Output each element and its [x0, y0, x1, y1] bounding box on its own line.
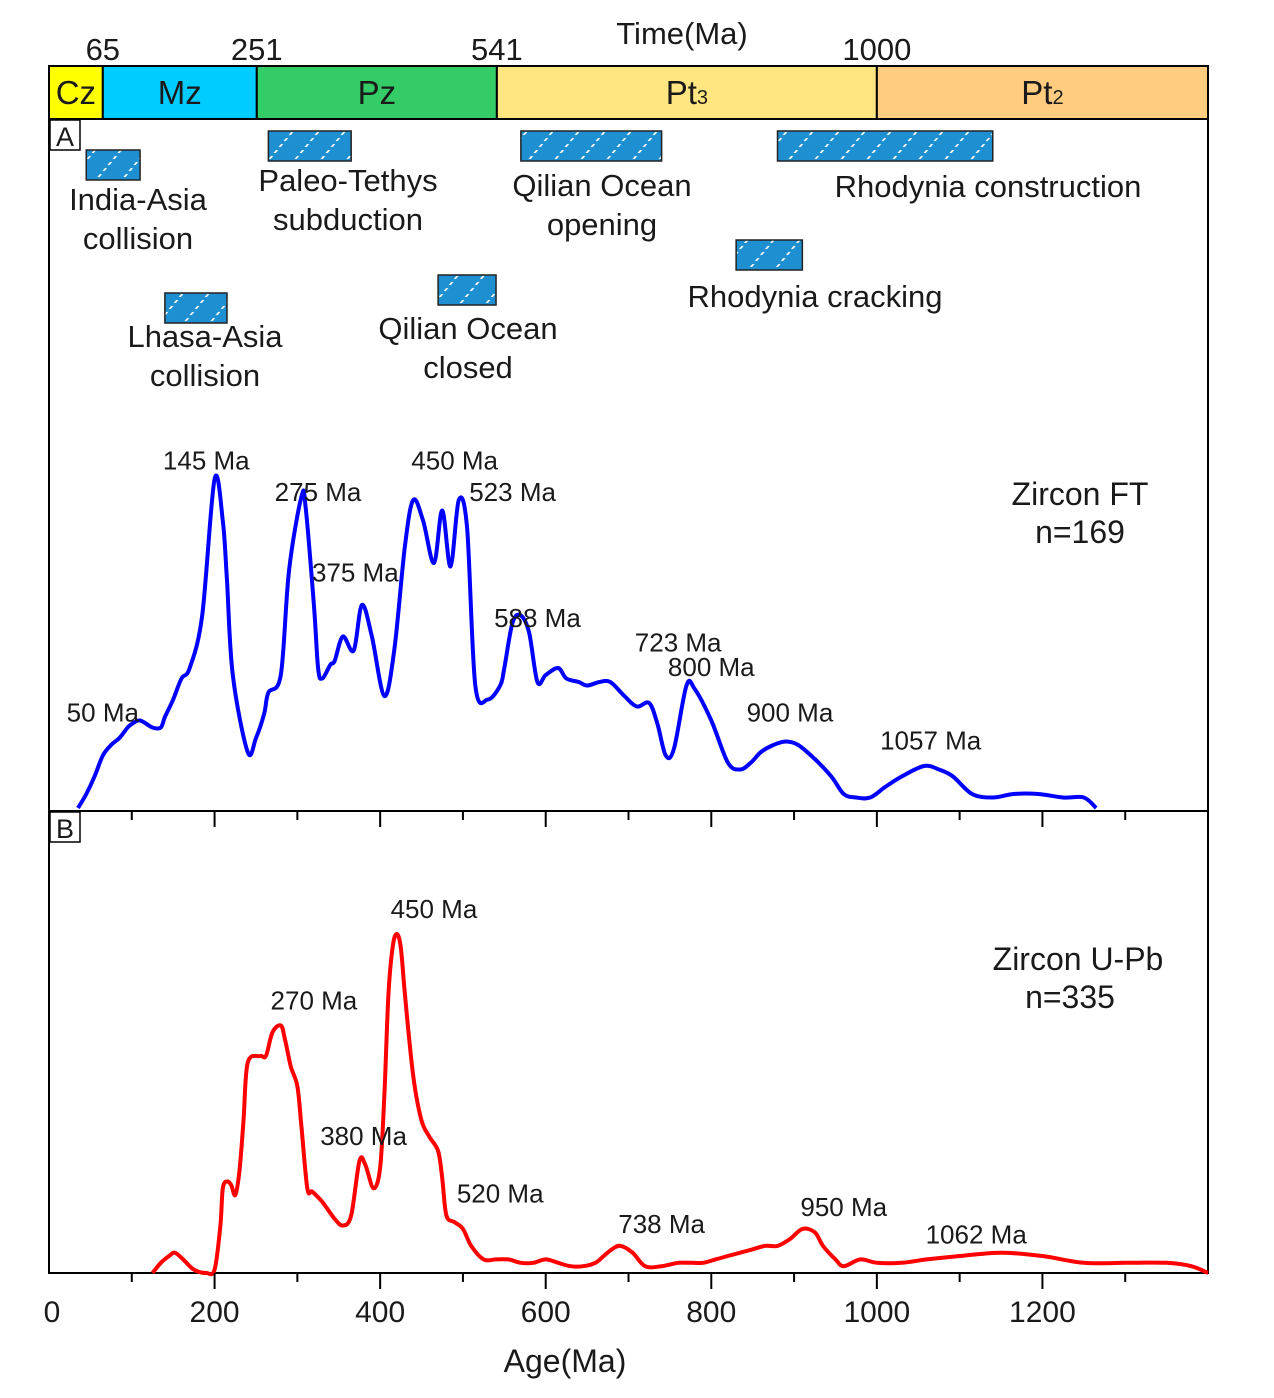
- era-label-pz: Pz: [358, 74, 397, 111]
- event-bar-rhodynia-cracking: [735, 239, 804, 271]
- era-box-cz: [48, 65, 104, 120]
- event-label-qilian-ocean-closed-line-1: Qilian Ocean: [378, 311, 557, 346]
- era-boundary-label-251: 251: [231, 32, 283, 67]
- peak-label-a-450-ma: 450 Ma: [411, 446, 498, 476]
- event-bar-india-asia-collision: [85, 149, 141, 181]
- peak-label-a-523-ma: 523 Ma: [469, 477, 556, 507]
- tectonic-events: India-Asia collision Paleo-Tethys subductio…: [69, 130, 1142, 393]
- era-box-mz: [101, 65, 258, 120]
- peak-label-b-950-ma: 950 Ma: [800, 1192, 887, 1222]
- peak-label-a-800-ma: 800 Ma: [668, 652, 755, 682]
- x-axis-title: Age(Ma): [504, 1343, 627, 1379]
- event-label-paleo-tethys-subduction-line-2: subduction: [273, 202, 423, 237]
- peak-label-a-375-ma: 375 Ma: [312, 558, 399, 588]
- peak-label-b-1062-ma: 1062 Ma: [926, 1219, 1028, 1249]
- peak-label-a-145-ma: 145 Ma: [163, 446, 250, 476]
- panel-b-title: Zircon U-Pb: [993, 941, 1164, 977]
- event-label-qilian-ocean-closed-line-2: closed: [423, 350, 513, 385]
- event-label-qilian-ocean-opening-line-2: opening: [547, 207, 657, 242]
- era-label-mz: Mz: [158, 74, 202, 111]
- event-label-rhodynia-construction-line-1: Rhodynia construction: [835, 169, 1142, 204]
- panel-a-label: A: [56, 122, 74, 152]
- event-bar-rhodynia-construction: [776, 130, 994, 162]
- panel-a-title: Zircon FT: [1012, 476, 1149, 512]
- event-label-paleo-tethys-subduction-line-1: Paleo-Tethys: [258, 163, 437, 198]
- event-label-india-asia-collision-line-2: collision: [83, 221, 193, 256]
- peak-label-a-723-ma: 723 Ma: [635, 628, 722, 658]
- tick-label-600: 600: [521, 1296, 571, 1329]
- series-line-zircon-ft: [76, 473, 1098, 810]
- tick-label-800: 800: [686, 1296, 736, 1329]
- event-bar-paleo-tethys-subduction: [267, 130, 352, 162]
- peak-label-b-520-ma: 520 Ma: [457, 1179, 544, 1209]
- series-line-zircon-u-pb: [150, 932, 1209, 1277]
- panel-b-count: n=335: [1025, 979, 1115, 1015]
- event-bar-qilian-ocean-closed: [437, 274, 497, 306]
- event-label-qilian-ocean-opening-line-1: Qilian Ocean: [512, 168, 691, 203]
- era-label-pt3: Pt3: [666, 74, 708, 111]
- peak-label-b-450-ma: 450 Ma: [391, 894, 478, 924]
- era-label-pt2: Pt2: [1021, 74, 1063, 111]
- peak-label-b-380-ma: 380 Ma: [320, 1121, 407, 1151]
- x-axis-tick-labels: 0 200 400 600 800 1000 1200: [44, 1296, 1076, 1329]
- peak-label-a-588-ma: 588 Ma: [494, 603, 581, 633]
- era-boundary-label-541: 541: [471, 32, 523, 67]
- era-boundary-label-65: 65: [86, 32, 120, 67]
- event-label-india-asia-collision-line-1: India-Asia: [69, 182, 208, 217]
- panel-b-label-box: [49, 811, 81, 843]
- panel-a-label-box: [49, 119, 81, 151]
- era-timescale: Time(Ma) Cz Mz Pz Pt3 Pt2 65 251 541 1000: [48, 16, 1209, 120]
- panel-a-count: n=169: [1035, 514, 1125, 550]
- event-label-lhasa-asia-collision-line-1: Lhasa-Asia: [127, 319, 283, 354]
- peak-label-a-275-ma: 275 Ma: [275, 477, 362, 507]
- tick-label-1200: 1200: [1009, 1296, 1076, 1329]
- peak-label-a-900-ma: 900 Ma: [747, 698, 834, 728]
- tick-label-0: 0: [44, 1296, 61, 1329]
- era-boundary-label-1000: 1000: [842, 32, 911, 67]
- peak-label-b-738-ma: 738 Ma: [618, 1209, 705, 1239]
- time-axis-title: Time(Ma): [616, 16, 747, 51]
- x-axis-ticks: [130, 811, 1127, 1289]
- peak-label-b-270-ma: 270 Ma: [271, 985, 358, 1015]
- era-label-cz: Cz: [56, 74, 96, 111]
- zircon-upb-series: 270 Ma 380 Ma 450 Ma 520 Ma 738 Ma 950 Ma 1062…: [150, 894, 1209, 1277]
- peak-label-a-50-ma: 50 Ma: [67, 698, 140, 728]
- event-bar-lhasa-asia-collision: [164, 292, 228, 324]
- tick-label-400: 400: [355, 1296, 405, 1329]
- peak-label-a-1057-ma: 1057 Ma: [880, 726, 982, 756]
- event-label-lhasa-asia-collision-line-2: collision: [150, 358, 260, 393]
- event-bar-qilian-ocean-opening: [520, 130, 663, 162]
- panel-b-label: B: [56, 814, 74, 844]
- tick-label-1000: 1000: [843, 1296, 910, 1329]
- tick-label-200: 200: [190, 1296, 240, 1329]
- event-label-rhodynia-cracking-line-1: Rhodynia cracking: [687, 279, 942, 314]
